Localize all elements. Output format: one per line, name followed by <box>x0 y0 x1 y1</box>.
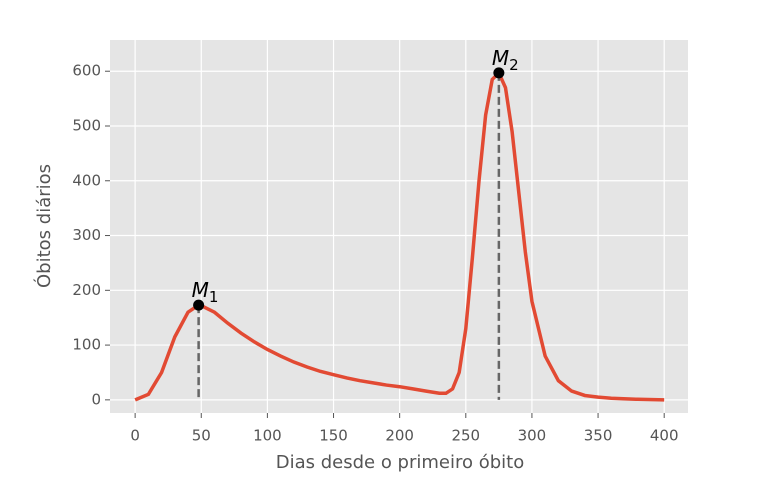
y-tick-label: 600 <box>72 62 101 80</box>
y-tick-label: 400 <box>72 171 101 189</box>
peak-label-sub: 1 <box>209 288 219 306</box>
x-tick-label: 0 <box>130 427 140 445</box>
peak-marker <box>493 67 505 79</box>
x-axis-label: Dias desde o primeiro óbito <box>276 452 525 473</box>
x-tick-label: 350 <box>584 427 613 445</box>
x-tick-label: 250 <box>451 427 480 445</box>
peak-label-sub: 2 <box>509 55 519 73</box>
y-axis-label: Óbitos diários <box>33 164 55 288</box>
x-tick-label: 400 <box>650 427 679 445</box>
x-tick-label: 100 <box>253 427 282 445</box>
x-tick-label: 50 <box>192 427 211 445</box>
plot-area <box>110 40 688 413</box>
y-tick-label: 500 <box>72 116 101 134</box>
x-tick-label: 300 <box>518 427 547 445</box>
peak-marker <box>193 299 205 311</box>
x-tick-label: 200 <box>385 427 414 445</box>
y-tick-label: 0 <box>91 390 101 408</box>
peak-label-main: M <box>192 278 209 302</box>
y-tick-label: 300 <box>72 226 101 244</box>
y-tick-label: 200 <box>72 281 101 299</box>
peak-label: M2 <box>492 45 519 73</box>
y-tick-label: 100 <box>72 336 101 354</box>
peak-label-main: M <box>492 45 509 69</box>
peak-label: M1 <box>192 278 219 306</box>
x-tick-label: 150 <box>319 427 348 445</box>
data-line <box>134 69 665 402</box>
